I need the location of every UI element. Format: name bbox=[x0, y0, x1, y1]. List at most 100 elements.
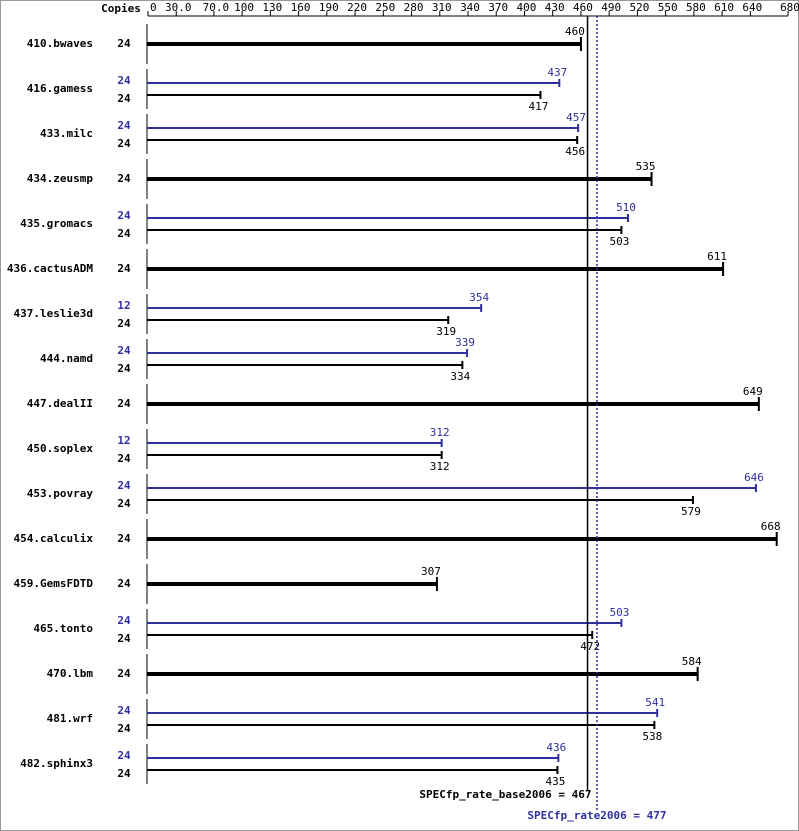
copies-label: 24 bbox=[117, 397, 131, 410]
x-tick-label: 680 bbox=[780, 1, 799, 14]
x-tick-label: 250 bbox=[375, 1, 395, 14]
value-label: 319 bbox=[436, 325, 456, 338]
x-tick-label: 160 bbox=[291, 1, 311, 14]
value-label: 460 bbox=[565, 25, 585, 38]
copies-label: 24 bbox=[117, 209, 131, 222]
bar bbox=[147, 622, 622, 624]
value-label: 457 bbox=[566, 111, 586, 124]
copies-label: 24 bbox=[117, 92, 131, 105]
benchmark-label: 410.bwaves bbox=[27, 37, 93, 50]
value-label: 538 bbox=[642, 730, 662, 743]
copies-label: 12 bbox=[117, 434, 130, 447]
copies-label: 24 bbox=[117, 227, 131, 240]
benchmark-label: 459.GemsFDTD bbox=[14, 577, 94, 590]
copies-label: 24 bbox=[117, 497, 131, 510]
value-label: 339 bbox=[455, 336, 475, 349]
base-metric-label: SPECfp_rate_base2006 = 467 bbox=[419, 788, 591, 801]
bar bbox=[147, 319, 449, 321]
bar bbox=[147, 94, 541, 96]
value-label: 307 bbox=[421, 565, 441, 578]
bar bbox=[147, 139, 578, 141]
bar bbox=[147, 127, 579, 129]
benchmark-label: 447.dealII bbox=[27, 397, 93, 410]
benchmark-label: 444.namd bbox=[40, 352, 93, 365]
bar bbox=[147, 769, 558, 771]
value-label: 456 bbox=[565, 145, 585, 158]
benchmark-label: 482.sphinx3 bbox=[20, 757, 93, 770]
copies-header: Copies bbox=[101, 2, 141, 15]
bar bbox=[147, 712, 658, 714]
copies-label: 24 bbox=[117, 722, 131, 735]
value-label: 354 bbox=[469, 291, 489, 304]
copies-label: 24 bbox=[117, 577, 131, 590]
copies-label: 24 bbox=[117, 37, 131, 50]
x-tick-label: 70.0 bbox=[203, 1, 230, 14]
benchmark-label: 436.cactusADM bbox=[7, 262, 93, 275]
bar bbox=[147, 217, 628, 219]
x-tick-label: 370 bbox=[488, 1, 508, 14]
bar bbox=[147, 364, 463, 366]
x-tick-label: 400 bbox=[517, 1, 537, 14]
value-label: 611 bbox=[707, 250, 727, 263]
value-label: 334 bbox=[450, 370, 470, 383]
value-label: 646 bbox=[744, 471, 764, 484]
bar bbox=[147, 307, 482, 309]
copies-label: 24 bbox=[117, 632, 131, 645]
bar bbox=[147, 229, 622, 231]
value-label: 510 bbox=[616, 201, 636, 214]
copies-label: 24 bbox=[117, 479, 131, 492]
value-label: 579 bbox=[681, 505, 701, 518]
bar bbox=[147, 634, 593, 636]
x-tick-label: 610 bbox=[714, 1, 734, 14]
bar bbox=[147, 672, 698, 676]
x-tick-label: 310 bbox=[432, 1, 452, 14]
bar bbox=[147, 499, 693, 501]
bar bbox=[147, 537, 777, 541]
copies-label: 24 bbox=[117, 767, 131, 780]
benchmark-label: 437.leslie3d bbox=[14, 307, 93, 320]
value-label: 312 bbox=[430, 426, 450, 439]
copies-label: 24 bbox=[117, 614, 131, 627]
bar bbox=[147, 177, 652, 181]
bar bbox=[147, 582, 437, 586]
bar bbox=[147, 82, 560, 84]
bar bbox=[147, 402, 759, 406]
copies-label: 12 bbox=[117, 299, 130, 312]
benchmark-label: 416.gamess bbox=[27, 82, 93, 95]
value-label: 417 bbox=[529, 100, 549, 113]
x-tick-label: 100 bbox=[234, 1, 254, 14]
benchmark-label: 454.calculix bbox=[14, 532, 94, 545]
x-tick-label: 30.0 bbox=[165, 1, 192, 14]
copies-label: 24 bbox=[117, 262, 131, 275]
copies-label: 24 bbox=[117, 172, 131, 185]
benchmark-label: 435.gromacs bbox=[20, 217, 93, 230]
benchmark-label: 433.milc bbox=[40, 127, 93, 140]
bar bbox=[147, 487, 756, 489]
copies-label: 24 bbox=[117, 344, 131, 357]
x-tick-label: 490 bbox=[601, 1, 621, 14]
benchmark-label: 470.lbm bbox=[47, 667, 94, 680]
value-label: 436 bbox=[546, 741, 566, 754]
bar bbox=[147, 454, 442, 456]
value-label: 437 bbox=[547, 66, 567, 79]
value-label: 312 bbox=[430, 460, 450, 473]
value-label: 541 bbox=[645, 696, 665, 709]
value-label: 535 bbox=[636, 160, 656, 173]
x-tick-label: 130 bbox=[262, 1, 282, 14]
copies-label: 24 bbox=[117, 704, 131, 717]
copies-label: 24 bbox=[117, 362, 131, 375]
copies-label: 24 bbox=[117, 532, 131, 545]
value-label: 649 bbox=[743, 385, 763, 398]
bar bbox=[147, 724, 655, 726]
x-tick-label: 340 bbox=[460, 1, 480, 14]
x-tick-label: 640 bbox=[742, 1, 762, 14]
value-label: 503 bbox=[609, 235, 629, 248]
value-label: 435 bbox=[545, 775, 565, 788]
copies-label: 24 bbox=[117, 667, 131, 680]
x-tick-label: 520 bbox=[629, 1, 649, 14]
benchmark-label: 453.povray bbox=[27, 487, 94, 500]
benchmark-label: 465.tonto bbox=[33, 622, 93, 635]
